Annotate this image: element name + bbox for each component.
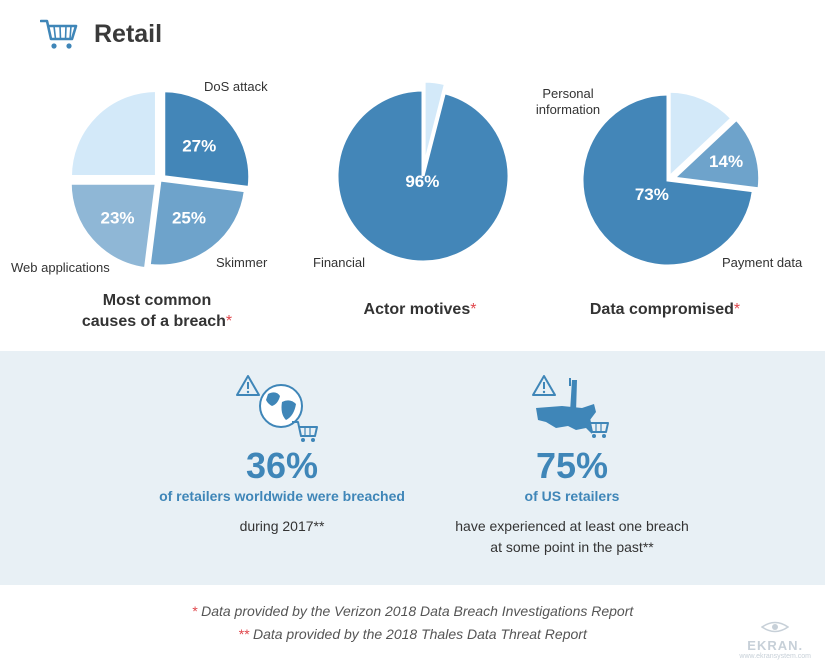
- slice-label-financial: Financial: [313, 255, 366, 270]
- brand-name: EKRAN.: [747, 638, 804, 653]
- pie-0-slice-3: [68, 88, 158, 178]
- caption-marker: *: [470, 301, 477, 318]
- pie-2-value-label-1: 14%: [709, 152, 743, 171]
- stat-description-line-2: at some point in the past**: [490, 539, 654, 555]
- pie-0-value-label-1: 25%: [172, 208, 206, 227]
- pie-0-slice-0: [162, 89, 252, 190]
- caption-line-2: causes of a breach: [81, 313, 226, 330]
- pie-1-value-label-0: 96%: [405, 172, 439, 191]
- chart-caption-data-compromised: Data compromised*: [545, 299, 785, 320]
- pie-2-slice-1: [670, 117, 762, 191]
- pie-0-slice-1: [147, 178, 247, 268]
- footnote-text: Data provided by the Verizon 2018 Data B…: [197, 603, 634, 619]
- pie-2-slice-2: [667, 89, 735, 181]
- footnote-marker: *: [191, 603, 198, 619]
- stat-value: 75%: [535, 445, 609, 486]
- slice-label-web-applications: Web applications: [11, 260, 110, 275]
- brand-url: www.ekransystem.com: [739, 653, 811, 660]
- caption-text: Data compromised: [589, 301, 734, 318]
- footnote-verizon: * Data provided by the Verizon 2018 Data…: [0, 603, 825, 619]
- page-header: Retail: [40, 14, 162, 54]
- globe-cart-warning-icon: [236, 375, 318, 442]
- pie-1-slice-0: [335, 88, 511, 264]
- usa-map-cart-warning-icon: [532, 375, 609, 438]
- pie-1-slice-1: [422, 79, 448, 168]
- footnote-marker: **: [238, 626, 250, 642]
- pie-0-slice-2: [68, 181, 158, 271]
- pie-2-slice-0: [580, 92, 756, 268]
- stats-band: [0, 351, 825, 585]
- caption-text: Actor motives: [363, 301, 471, 318]
- stat-description-line-1: have experienced at least one breach: [455, 518, 689, 534]
- stat-subtitle: of retailers worldwide were breached: [159, 488, 405, 504]
- stat-us: 75% of US retailers have experienced at …: [410, 446, 734, 558]
- stat-description: during 2017**: [239, 518, 325, 534]
- pie-charts: 27% 25% 23% 96% 73% 14%: [68, 79, 762, 271]
- pie-0-value-label-2: 23%: [101, 208, 135, 227]
- chart-caption-motives: Actor motives*: [300, 299, 540, 320]
- cart-icon: [40, 19, 78, 49]
- footnote-text: Data provided by the 2018 Thales Data Th…: [249, 626, 587, 642]
- page-title: Retail: [94, 19, 163, 48]
- stat-value: 36%: [245, 445, 319, 486]
- pie-0-value-label-0: 27%: [182, 136, 216, 155]
- slice-label-personal-information: Personal information: [535, 86, 601, 117]
- slice-label-skimmer: Skimmer: [216, 255, 268, 270]
- caption-marker: *: [733, 301, 741, 318]
- stat-subtitle: of US retailers: [524, 488, 620, 504]
- eye-logo-icon: [760, 621, 790, 633]
- slice-label-payment-data: Payment data: [722, 255, 803, 270]
- stat-worldwide: 36% of retailers worldwide were breached…: [120, 446, 444, 537]
- footnote-thales: ** Data provided by the 2018 Thales Data…: [0, 626, 825, 642]
- brand-watermark: EKRAN. www.ekransystem.com: [739, 620, 811, 660]
- slice-label-dos-attack: DoS attack: [204, 79, 268, 94]
- pie-2-value-label-0: 73%: [635, 185, 669, 204]
- caption-marker: *: [225, 313, 233, 330]
- chart-caption-causes: Most common causes of a breach*: [62, 290, 252, 332]
- caption-line-1: Most common: [102, 292, 212, 309]
